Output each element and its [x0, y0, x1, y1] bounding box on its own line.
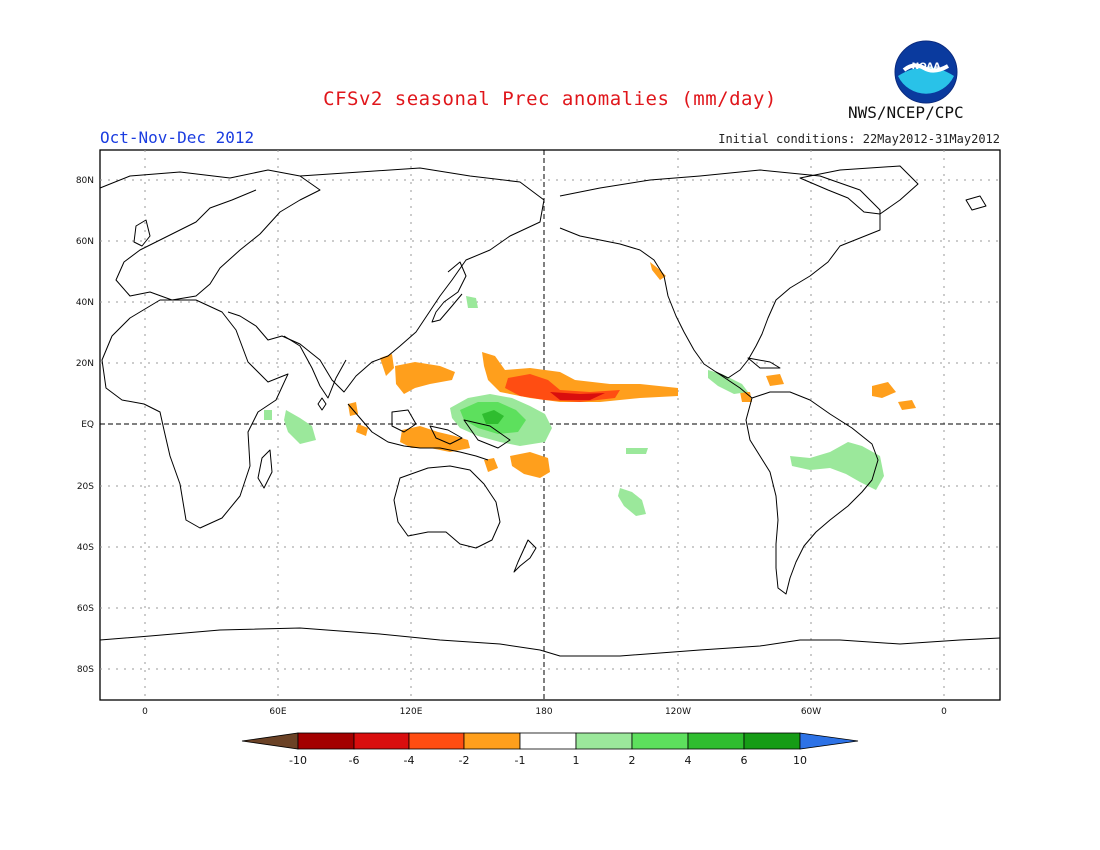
- cuba-coast: [747, 357, 781, 369]
- dry-anomaly-core-2: [550, 392, 605, 400]
- dry-anomaly-philippine-sea: [395, 362, 455, 394]
- wet-anomaly-japan: [466, 296, 478, 308]
- colorbar-label: 4: [685, 754, 692, 767]
- central-america-coast: [715, 371, 753, 399]
- colorbar-swatch: [575, 732, 633, 750]
- dry-anomaly-atlantic-2: [898, 400, 916, 410]
- dry-anomaly-sw-pacific: [510, 452, 550, 478]
- colorbar-swatch: [519, 732, 577, 750]
- lat-label: 80S: [77, 665, 94, 675]
- new-zealand-coast: [513, 539, 537, 573]
- lon-label: 120W: [665, 707, 691, 717]
- uk-coast: [133, 219, 151, 247]
- colorbar-label: -6: [349, 754, 360, 767]
- initial-conditions: Initial conditions: 22May2012-31May2012: [718, 132, 1000, 146]
- africa-coast: [101, 299, 289, 529]
- north-america-coast: [559, 169, 881, 379]
- colorbar-label: 1: [573, 754, 580, 767]
- lat-label: 60S: [77, 604, 94, 614]
- colorbar-swatch: [687, 732, 745, 750]
- colorbar-label: 2: [629, 754, 636, 767]
- colorbar-label: 6: [741, 754, 748, 767]
- wet-anomaly-west-pacific-core: [482, 410, 504, 424]
- colorbar-low-arrow: [241, 732, 299, 750]
- anomaly-shading: [264, 262, 916, 516]
- wet-anomaly-south-pacific: [618, 488, 646, 516]
- antarctica-coast: [99, 627, 1001, 657]
- lat-label: 40N: [76, 298, 94, 308]
- wet-anomaly-india: [264, 410, 272, 420]
- colorbar-high-arrow: [799, 732, 859, 750]
- iceland-coast: [965, 195, 987, 211]
- lat-label: 20S: [77, 482, 94, 492]
- logo-text: NOAA: [912, 62, 941, 72]
- india-coast: [283, 335, 347, 399]
- lon-label: 120E: [400, 707, 423, 717]
- dry-anomaly-colombia: [740, 392, 752, 402]
- south-america-coast: [745, 391, 879, 595]
- lat-label: 80N: [76, 176, 94, 186]
- map-title: CFSv2 seasonal Prec anomalies (mm/day): [323, 88, 777, 110]
- longitude-labels: 0 60E 120E 180 120W 60W 0: [142, 707, 947, 717]
- colorbar-label: -10: [289, 754, 307, 767]
- lat-label: 20N: [76, 359, 94, 369]
- dry-anomaly-solomon: [484, 458, 498, 472]
- colorbar-labels: -10 -6 -4 -2 -1 1 2 4 6 10: [289, 754, 807, 767]
- colorbar-swatch: [353, 732, 410, 750]
- colorbar-label: -1: [515, 754, 526, 767]
- japan-coast: [431, 261, 467, 323]
- colorbar-label: -4: [404, 754, 415, 767]
- greenland-coast: [799, 165, 919, 215]
- wet-anomaly-central-pacific-south: [626, 448, 648, 454]
- dry-anomaly-maritime: [400, 426, 470, 452]
- agency-label: NWS/NCEP/CPC: [848, 103, 964, 122]
- wet-anomaly-central-america: [708, 370, 748, 394]
- colorbar-swatch: [463, 732, 521, 750]
- colorbar-swatch: [743, 732, 801, 750]
- dry-anomaly-java: [356, 424, 368, 436]
- dry-anomaly-caribbean: [766, 374, 784, 386]
- colorbar-swatch: [408, 732, 465, 750]
- lon-label: 0: [142, 707, 148, 717]
- lon-label: 60W: [801, 707, 821, 717]
- colorbar-swatch: [297, 732, 355, 750]
- wet-anomaly-indian-ocean: [284, 410, 316, 444]
- colorbar-swatch: [631, 732, 689, 750]
- lat-label: 40S: [77, 543, 94, 553]
- europe-coast: [99, 169, 321, 301]
- noaa-logo: NOAA: [894, 40, 958, 104]
- season-label: Oct-Nov-Dec 2012: [100, 128, 255, 147]
- colorbar: [241, 732, 859, 750]
- indonesia-coast: [347, 403, 511, 461]
- colorbar-label: -2: [459, 754, 470, 767]
- madagascar-coast: [257, 449, 273, 489]
- lat-label: 60N: [76, 237, 94, 247]
- wet-anomaly-brazil: [790, 442, 884, 490]
- lat-label: EQ: [81, 420, 94, 430]
- colorbar-label: 10: [793, 754, 807, 767]
- lon-label: 0: [941, 707, 947, 717]
- dry-anomaly-atlantic-1: [872, 382, 896, 398]
- australia-coast: [393, 465, 501, 549]
- dry-anomaly-borneo: [380, 354, 394, 376]
- lon-label: 60E: [269, 707, 286, 717]
- sri-lanka-coast: [317, 397, 327, 411]
- lon-label: 180: [535, 707, 552, 717]
- latitude-labels: 80N 60N 40N 20N EQ 20S 40S 60S 80S: [76, 176, 94, 675]
- gridlines: [100, 150, 1000, 700]
- coastlines: [99, 165, 1001, 657]
- dry-anomaly-alaska: [650, 262, 666, 280]
